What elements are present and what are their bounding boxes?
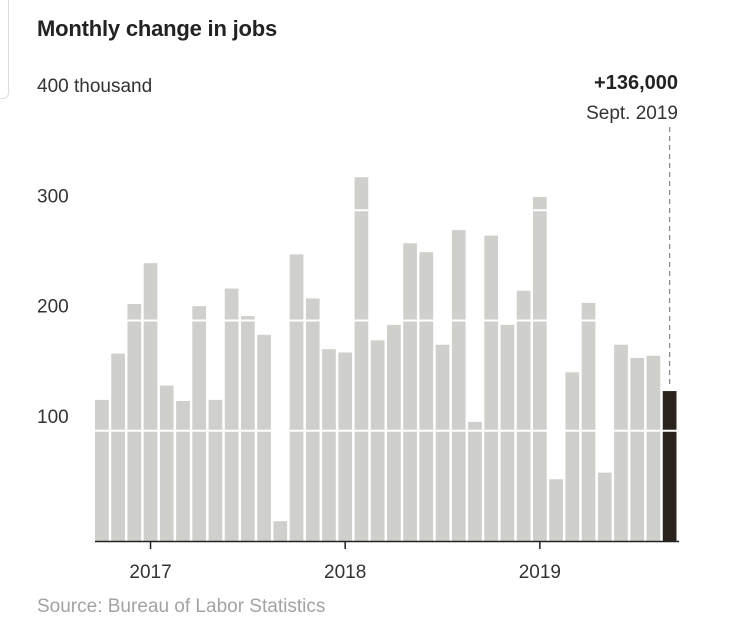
- bar: [111, 353, 125, 541]
- bar: [322, 349, 336, 541]
- bar: [468, 421, 482, 541]
- y-tick-label: 100: [37, 407, 69, 428]
- annotation-value: +136,000: [594, 72, 678, 94]
- x-axis-ticks: 2017 2018 2019: [129, 541, 561, 583]
- x-tick-label: 2017: [129, 562, 171, 583]
- bar: [192, 306, 207, 541]
- bar: [273, 521, 288, 541]
- bar: [176, 400, 190, 541]
- x-tick-label: 2018: [324, 562, 366, 583]
- source-note: Source: Bureau of Labor Statistics: [37, 596, 326, 617]
- x-tick-label: 2019: [519, 562, 561, 583]
- bars-group: [95, 177, 677, 542]
- y-tick-label: 400 thousand: [37, 76, 152, 97]
- bar: [533, 197, 547, 541]
- window-edge-mark: [0, 0, 9, 99]
- bar: [565, 372, 580, 541]
- bar: [387, 324, 401, 541]
- bar: [500, 324, 515, 541]
- bar: [597, 472, 612, 541]
- bar: [257, 334, 271, 541]
- bar: [143, 263, 158, 541]
- bar: [305, 298, 320, 541]
- bar: [370, 340, 385, 541]
- bar: [95, 399, 109, 541]
- y-tick-label: 200: [37, 297, 69, 318]
- bar-highlight: [662, 391, 677, 541]
- chart-title: Monthly change in jobs: [37, 16, 278, 41]
- bar: [484, 235, 499, 542]
- bar: [241, 316, 255, 541]
- bar: [435, 344, 450, 541]
- annotation-date: Sept. 2019: [586, 103, 678, 124]
- bar: [354, 177, 369, 541]
- bar: [630, 357, 645, 541]
- bar: [159, 385, 174, 541]
- bar: [208, 399, 223, 541]
- bar: [581, 302, 596, 541]
- bar: [646, 355, 661, 541]
- bar: [516, 290, 531, 541]
- bar: [549, 479, 563, 541]
- bar: [451, 230, 466, 541]
- bar: [127, 303, 142, 541]
- bar: [224, 288, 239, 541]
- bar: [419, 252, 434, 541]
- bar: [289, 254, 304, 541]
- bar: [614, 344, 628, 541]
- y-tick-label: 300: [37, 186, 69, 207]
- bar: [403, 243, 417, 541]
- y-axis-labels: 100 200 300 400 thousand: [37, 76, 152, 428]
- bar: [338, 352, 353, 541]
- gridlines-group: [95, 209, 679, 432]
